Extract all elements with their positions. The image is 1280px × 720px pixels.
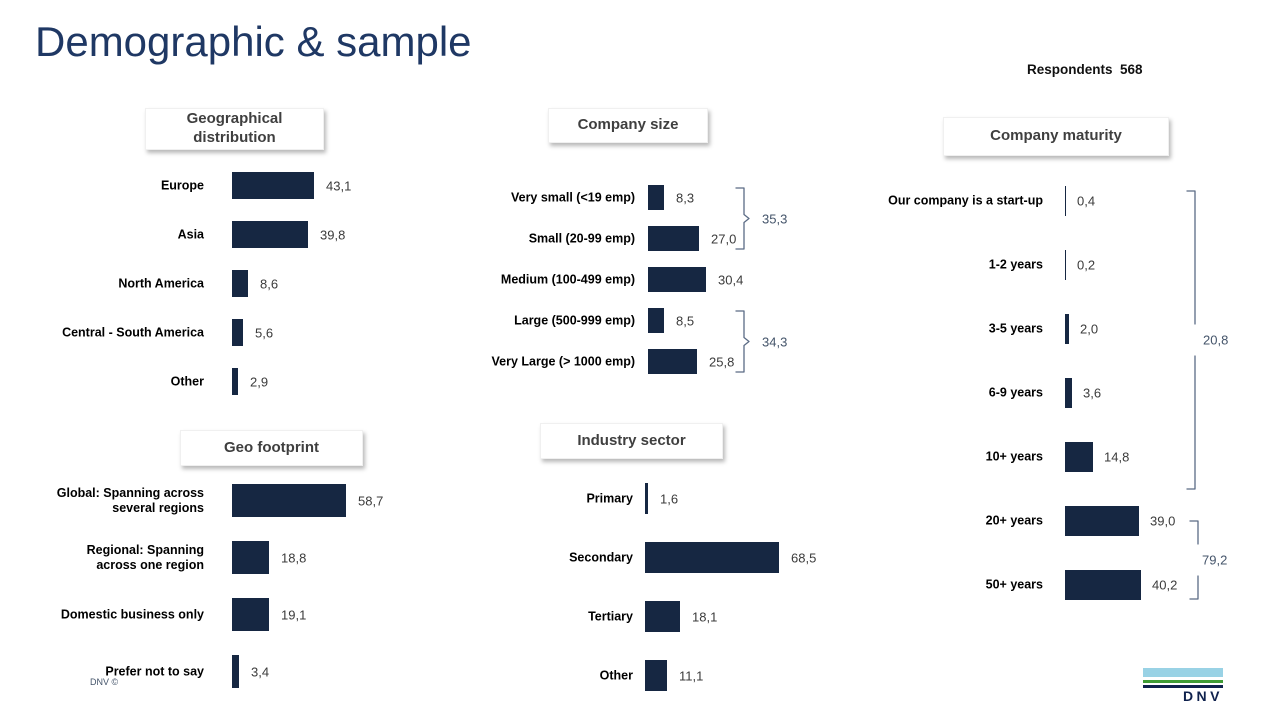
value-label: 8,5 [676,313,695,328]
industry-sector-title: Industry sector [540,423,723,459]
company-size-title: Company size [548,108,708,143]
bar [1065,250,1066,280]
value-label: 2,0 [1080,321,1099,337]
category-label: Regional: Spanning across one region [86,542,204,572]
bracket-label: 79,2 [1202,552,1228,568]
value-label: 18,8 [281,550,307,565]
geographical-distribution-title: Geographical distribution [145,108,324,150]
bar [232,484,346,517]
category-label: Our company is a start-up [888,193,1043,208]
geo-footprint-title: Geo footprint [180,430,363,466]
logo-green-bar [1143,679,1223,683]
value-label: 3,4 [251,664,270,679]
category-label: 10+ years [985,449,1043,464]
bar [1065,378,1072,408]
bar [645,660,667,691]
value-label: 68,5 [791,550,817,565]
category-label: 6-9 years [988,385,1043,400]
value-label: 40,2 [1152,577,1178,593]
category-label: Secondary [569,550,633,564]
bar [648,308,664,333]
category-label: Small (20-99 emp) [528,231,635,245]
category-label: Europe [160,178,204,192]
category-label: Asia [177,227,204,241]
bar [648,185,664,210]
bar [645,483,648,514]
logo-text: DNV [1182,688,1223,704]
bar [648,267,706,292]
bracket [1186,190,1196,490]
bracket [735,187,750,250]
bracket-label: 34,3 [762,334,788,349]
value-label: 0,2 [1077,257,1096,273]
bar [232,598,269,631]
category-label: 1-2 years [988,257,1043,272]
value-label: 1,6 [660,491,679,506]
bar [1065,186,1066,216]
bar [232,541,269,574]
value-label: 39,0 [1150,513,1176,529]
value-label: 27,0 [711,231,737,246]
category-label: Global: Spanning across several regions [56,485,204,515]
bar [232,368,238,395]
bar [232,319,243,346]
bar [232,221,308,248]
category-label: Very small (<19 emp) [510,190,635,204]
category-label: 20+ years [985,513,1043,528]
dnv-logo: DNV [1143,668,1223,706]
respondents-count: Respondents 568 [1027,62,1143,77]
bar [232,172,314,199]
category-label: North America [118,276,204,290]
bar [1065,442,1093,472]
value-label: 18,1 [692,609,718,624]
company-maturity-title: Company maturity [943,117,1169,156]
bar [232,270,248,297]
category-label: 3-5 years [988,321,1043,336]
category-label: 50+ years [985,577,1043,592]
category-label: Central - South America [62,325,204,339]
value-label: 19,1 [281,607,307,622]
category-label: Medium (100-499 emp) [500,272,635,286]
bracket-label: 35,3 [762,211,788,226]
bar [645,542,779,573]
footer-copyright: DNV © [90,677,119,687]
category-label: Prefer not to say [105,664,204,678]
value-label: 58,7 [358,493,384,508]
value-label: 8,3 [676,190,695,205]
value-label: 8,6 [260,276,279,291]
category-label: Domestic business only [60,607,204,621]
value-label: 0,4 [1077,193,1096,209]
value-label: 11,1 [679,668,704,683]
category-label: Other [170,374,204,388]
value-label: 5,6 [255,325,274,340]
bar [1065,570,1141,600]
bar [645,601,680,632]
value-label: 3,6 [1083,385,1102,401]
bracket [735,310,750,373]
value-label: 43,1 [326,178,352,193]
category-label: Large (500-999 emp) [514,313,635,327]
slide-title: Demographic & sample [35,18,472,65]
category-label: Primary [586,491,633,505]
value-label: 25,8 [709,354,735,369]
value-label: 2,9 [250,374,269,389]
value-label: 14,8 [1104,449,1130,465]
category-label: Other [599,668,633,682]
bracket-label: 20,8 [1203,332,1229,348]
bracket [1189,520,1199,600]
bar [232,655,239,688]
category-label: Tertiary [588,609,633,623]
bar [648,349,697,374]
logo-navy-bar [1143,684,1223,688]
value-label: 30,4 [718,272,744,287]
bar [1065,314,1069,344]
bar [1065,506,1139,536]
category-label: Very Large (> 1000 emp) [491,354,635,368]
bar [648,226,699,251]
value-label: 39,8 [320,227,346,242]
logo-lightblue-bar [1143,668,1223,677]
